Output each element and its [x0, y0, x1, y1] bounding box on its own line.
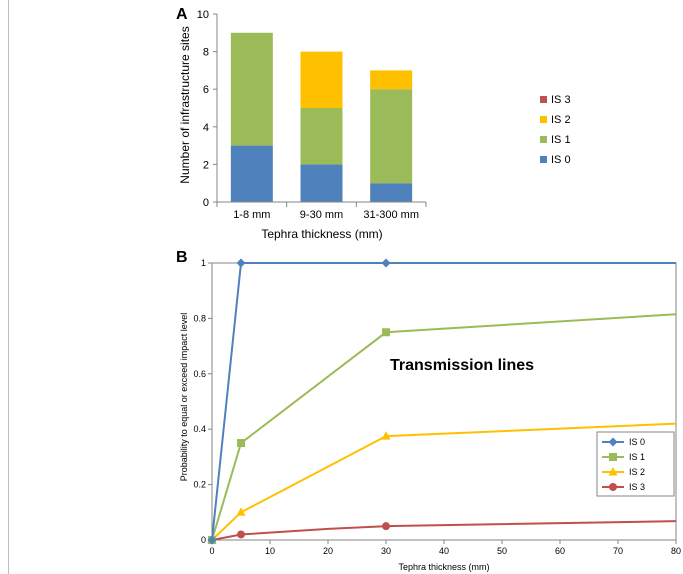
- panel-b-x-label: Tephra thickness (mm): [398, 562, 489, 572]
- legend-marker-is-2: [608, 467, 618, 476]
- legend-label-is-3: IS 3: [551, 94, 571, 106]
- panel-a-x-ticks: 1-8 mm 9-30 mm 31-300 mm: [216, 202, 427, 221]
- x-tick-label-0: 0: [209, 546, 214, 556]
- plot-area-border: [211, 262, 677, 541]
- legend-label-is-0: IS 0: [551, 154, 571, 166]
- panel-a-chart: A 0 2 4 6 8 10 1-8 mm 9-30 mm 31-300 mm Tephra …: [176, 6, 571, 241]
- panel-a-letter: A: [176, 6, 188, 23]
- y-tick-label-2: 2: [203, 159, 209, 171]
- legend-label-is-1: IS 1: [551, 134, 571, 146]
- marker-is-0-x5: [236, 258, 246, 268]
- legend-label-is-2: IS 2: [551, 114, 571, 126]
- line-is-0: [211, 262, 676, 541]
- legend-marker-is-1: [609, 453, 617, 461]
- bar-is-1-1-8-mm: [230, 32, 273, 146]
- panel-b-annotation: Transmission lines: [390, 357, 534, 374]
- y-tick-label-1: 1: [201, 258, 206, 268]
- y-tick-label-0-6: 0.6: [193, 369, 206, 379]
- x-tick-label-70: 70: [613, 546, 623, 556]
- x-tick-label-80: 80: [671, 546, 681, 556]
- y-tick-label-4: 4: [203, 122, 209, 134]
- marker-is-3-x30: [382, 522, 390, 531]
- marker-is-0-x0: [207, 535, 217, 545]
- x-tick-label-30: 30: [381, 546, 391, 556]
- legend-swatch-is-3: [540, 96, 547, 103]
- y-tick-label-6: 6: [203, 84, 209, 96]
- legend-label-is-2: IS 2: [629, 467, 645, 477]
- panel-a-bars: [230, 32, 413, 202]
- legend-swatch-is-0: [540, 156, 547, 163]
- y-tick-label-0-8: 0.8: [193, 313, 206, 323]
- line-is-2: [211, 422, 677, 541]
- marker-is-1-x30: [382, 328, 390, 337]
- bar-is-0-31-300-mm: [370, 183, 413, 202]
- x-tick-label-31-300-mm: 31-300 mm: [363, 209, 419, 221]
- bar-is-1-31-300-mm: [370, 89, 413, 184]
- legend-marker-is-3: [609, 483, 617, 491]
- marker-is-2-x5: [236, 507, 246, 516]
- legend-swatch-is-1: [540, 136, 547, 143]
- x-tick-label-1-8-mm: 1-8 mm: [233, 209, 270, 221]
- marker-is-2-x30: [381, 431, 391, 440]
- y-tick-label-0-2: 0.2: [193, 480, 206, 490]
- bar-is-0-9-30-mm: [300, 164, 343, 202]
- marker-is-1-x5: [237, 439, 245, 448]
- x-tick-label-50: 50: [497, 546, 507, 556]
- panel-a-legend: IS 3 IS 2 IS 1 IS 0: [540, 94, 571, 166]
- x-tick-label-60: 60: [555, 546, 565, 556]
- marker-is-3-x5: [237, 530, 245, 539]
- panel-b-series: [207, 258, 677, 545]
- panel-b-chart: B 0 0.2 0.4 0.6 0.8 1 0 10 20 30 40 50 60 70 80 Trans…: [176, 249, 681, 572]
- legend-label-is-0: IS 0: [629, 437, 645, 447]
- x-tick-label-40: 40: [439, 546, 449, 556]
- x-tick-label-10: 10: [265, 546, 275, 556]
- legend-swatch-is-2: [540, 116, 547, 123]
- y-tick-label-10: 10: [197, 9, 209, 21]
- x-tick-label-9-30-mm: 9-30 mm: [300, 209, 343, 221]
- y-tick-label-0: 0: [203, 197, 209, 209]
- panel-b-y-label: Probability to equal or exceed impact le…: [179, 313, 189, 482]
- panel-b-x-ticks: 0 10 20 30 40 50 60 70 80: [209, 540, 681, 556]
- legend-label-is-3: IS 3: [629, 482, 645, 492]
- panel-b-letter: B: [176, 249, 188, 266]
- y-tick-label-0-4: 0.4: [193, 424, 206, 434]
- legend-marker-is-0: [608, 437, 618, 447]
- panel-a-y-ticks: 0 2 4 6 8 10: [197, 9, 217, 209]
- panel-b-axes: [211, 262, 677, 541]
- page-left-border: [8, 0, 9, 574]
- marker-is-0-x30: [381, 258, 391, 268]
- panel-b-y-ticks: 0 0.2 0.4 0.6 0.8 1: [193, 258, 212, 545]
- panel-a-x-label: Tephra thickness (mm): [261, 227, 382, 241]
- y-tick-label-0: 0: [201, 535, 206, 545]
- x-tick-label-20: 20: [323, 546, 333, 556]
- bar-is-2-9-30-mm: [300, 51, 343, 108]
- bar-is-1-9-30-mm: [300, 108, 343, 165]
- panel-b-legend: IS 0 IS 1 IS 2 IS 3: [596, 431, 675, 497]
- panel-a-y-label: Number of infrastructure sites: [178, 26, 192, 183]
- line-is-3: [211, 520, 677, 541]
- bar-is-2-31-300-mm: [370, 70, 413, 90]
- legend-label-is-1: IS 1: [629, 452, 645, 462]
- line-is-1: [211, 313, 677, 541]
- y-tick-label-8: 8: [203, 47, 209, 59]
- bar-is-0-1-8-mm: [230, 145, 273, 202]
